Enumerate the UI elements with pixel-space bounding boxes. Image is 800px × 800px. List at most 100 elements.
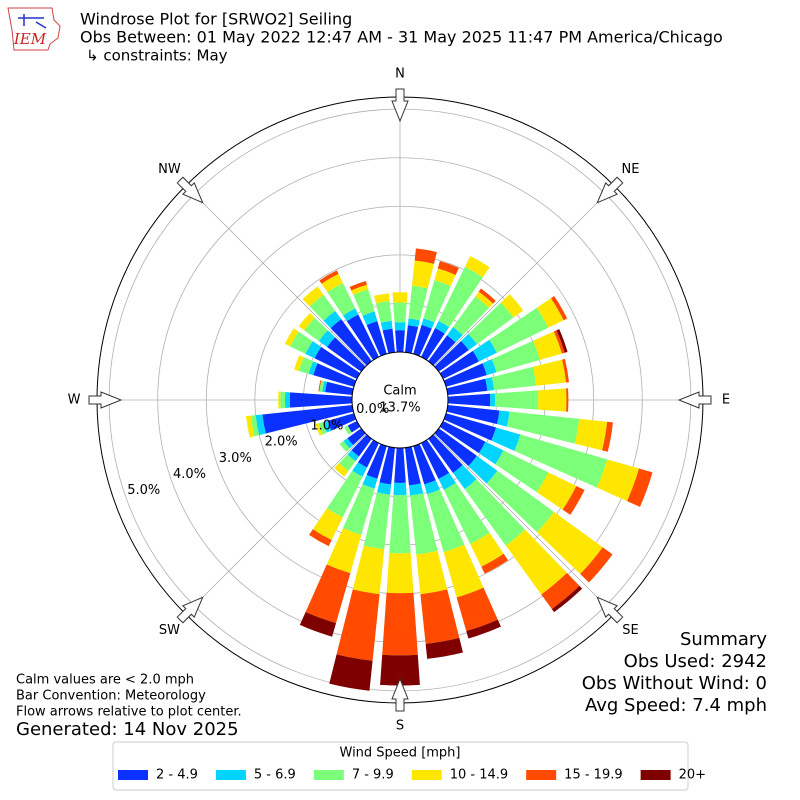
bar-segment (363, 492, 391, 550)
direction-arrow (677, 391, 712, 409)
bar-segment (536, 511, 603, 575)
r-tick-label: 5.0% (127, 483, 160, 498)
legend-swatch (313, 770, 344, 780)
summary-line: Obs Without Wind: 0 (582, 673, 767, 694)
bar-segment (353, 289, 375, 316)
bar-segment (290, 331, 313, 354)
direction-arrow (596, 176, 624, 204)
bar-segment (538, 388, 567, 412)
arrow-shape (596, 596, 624, 624)
logo-icon (18, 14, 47, 29)
chart-subtitle: Obs Between: 01 May 2022 12:47 AM - 31 M… (80, 28, 723, 47)
legend-label: 2 - 4.9 (156, 768, 198, 783)
bar-segment (447, 326, 463, 343)
arrow-shape (88, 391, 123, 409)
bar-segment (352, 462, 368, 477)
direction-arrow (176, 596, 204, 624)
bar-segment (362, 474, 378, 489)
bar-segment (315, 423, 323, 436)
bar-segment (351, 434, 372, 457)
bar-segment (602, 421, 613, 452)
bar-segment (497, 410, 510, 427)
arrow-shape (176, 596, 204, 624)
bar-segment (255, 414, 266, 436)
bar-segment (438, 266, 483, 328)
summary-title: Summary (680, 629, 767, 650)
legend-swatch (640, 770, 671, 780)
bar-segment (318, 330, 336, 347)
bar-segment (330, 319, 372, 366)
arrow-shape (677, 391, 712, 409)
bar-segment (347, 428, 366, 446)
bar-segment (407, 318, 420, 328)
bar-segment (410, 493, 438, 555)
bar-segment (412, 260, 434, 289)
bar-segment (405, 446, 421, 486)
legend-swatch (215, 770, 246, 780)
bar-segment (416, 550, 448, 595)
bar-segment (405, 325, 419, 354)
bar-segment (343, 438, 354, 449)
bar-segment (342, 484, 375, 535)
bar-segment (434, 341, 469, 372)
bar-segment (393, 302, 407, 323)
bar-segment (456, 587, 498, 632)
bar-segment (309, 529, 332, 547)
bar-segment (500, 294, 524, 318)
bar-segment (313, 363, 357, 387)
note: Calm values are < 2.0 mph (16, 673, 194, 688)
bar-segment (553, 330, 565, 354)
bar-segment (280, 391, 286, 409)
bar-segment (284, 391, 291, 409)
bar-segment (453, 464, 477, 490)
arrow-shape (391, 677, 409, 712)
bar-segment (443, 544, 484, 598)
bar-segment (408, 285, 428, 321)
bar-segment (278, 391, 281, 409)
bar-segment (305, 341, 322, 359)
bar-segment (580, 547, 613, 583)
bar-segment (380, 654, 420, 686)
r-tick-label: 2.0% (265, 435, 298, 450)
bar-segment (421, 318, 435, 329)
bar-segment (326, 337, 366, 372)
bar-segment (434, 428, 477, 467)
bar-segment (366, 443, 387, 479)
radial-grid-line (185, 185, 367, 367)
bar-segment (491, 366, 537, 391)
bar-segment (466, 619, 501, 639)
bar-segment (536, 472, 577, 510)
direction-arrow (596, 596, 624, 624)
bar-segment (428, 434, 463, 474)
bar-segment (382, 328, 395, 354)
bar-segment (375, 301, 392, 323)
bar-segment (532, 359, 567, 386)
bar-segment (323, 310, 342, 329)
bar-segment (533, 331, 562, 360)
bar-segment (427, 489, 465, 553)
direction-label: N (395, 67, 405, 82)
direction-label: NE (622, 162, 640, 177)
bar-segment (490, 393, 496, 407)
bar-segment (325, 381, 354, 395)
bar-segment (298, 313, 315, 331)
bar-segment (434, 268, 456, 287)
bar-segment (322, 381, 328, 393)
bar-segment (339, 441, 350, 452)
bar-segment (425, 637, 463, 659)
direction-label: S (396, 719, 404, 734)
bar-segment (245, 415, 255, 438)
bar-segment (485, 377, 495, 391)
generated: Generated: 14 Nov 2025 (16, 719, 239, 740)
bar-segment (491, 340, 540, 373)
bar-segment (494, 390, 539, 410)
r-tick-label: 3.0% (219, 451, 252, 466)
note: Flow arrows relative to plot center. (16, 705, 242, 720)
direction-label: E (722, 393, 730, 408)
bar-segment (428, 335, 456, 366)
bar-segment (491, 427, 521, 451)
bar-segment (478, 441, 504, 465)
arrow-shape (391, 88, 409, 123)
arrow-shape (596, 176, 624, 204)
bar-segment (366, 321, 387, 357)
